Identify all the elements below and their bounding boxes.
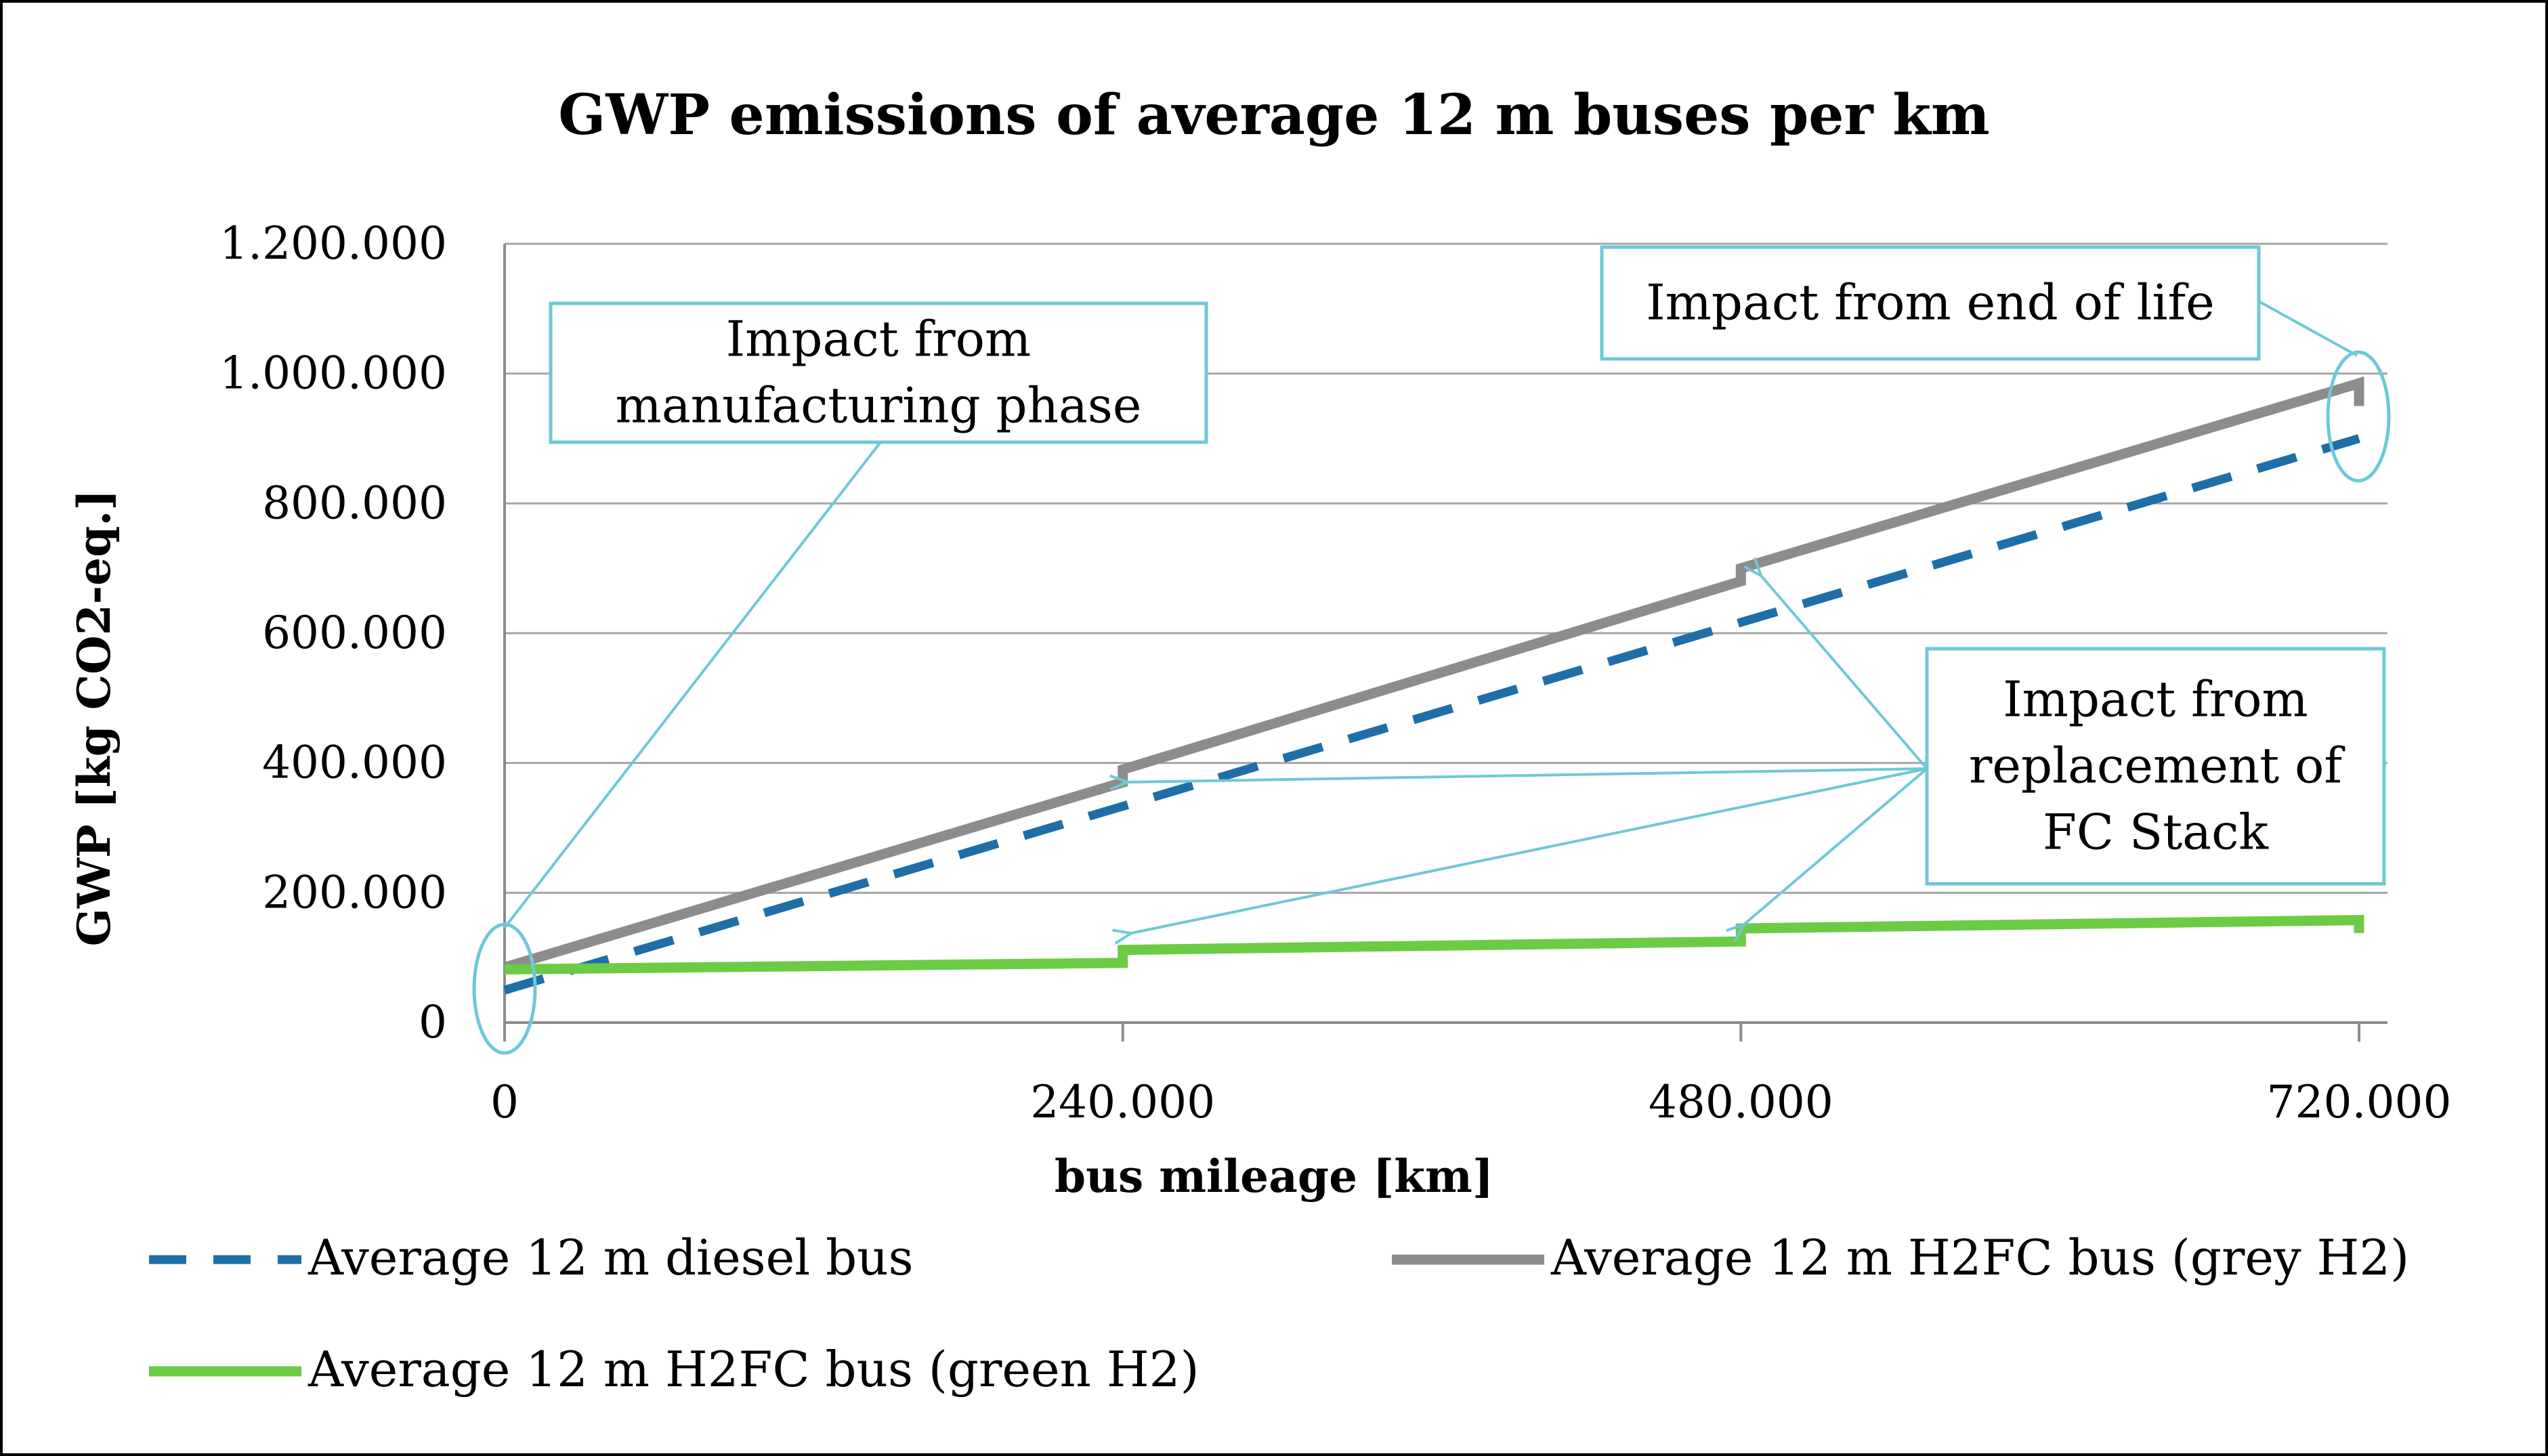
replacement-arrow xyxy=(1744,767,1928,924)
legend-label-1: Average 12 m diesel bus xyxy=(307,1229,914,1286)
x-tick-label: 0 xyxy=(490,1076,519,1128)
manufacturing-box xyxy=(549,301,1208,444)
legend: Average 12 m diesel bus Average 12 m H2FC… xyxy=(149,1229,2409,1398)
y-tick-label: 600.000 xyxy=(262,607,447,659)
series-line-1 xyxy=(503,434,2360,995)
end-of-life-text: Impact from end of life xyxy=(1646,274,2215,331)
replacement-arrow xyxy=(1131,767,1928,933)
manufacturing-ellipse xyxy=(472,922,537,1055)
y-tick-label: 200.000 xyxy=(262,866,447,918)
y-axis-label: GWP [kg CO2-eq.] xyxy=(68,490,121,947)
x-tick-label: 720.000 xyxy=(2267,1076,2452,1128)
tick-labels: 0 200.000 400.000 600.000 800.000 1.000.000 1.… xyxy=(219,217,2451,1128)
end-of-life-connector xyxy=(2258,300,2358,357)
end-of-life-ellipse xyxy=(2326,350,2391,483)
manufacturing-text: Impact from xyxy=(726,311,1032,368)
replacement-arrow xyxy=(1761,576,1928,770)
replacement-arrow xyxy=(1128,767,1928,782)
replacement-box xyxy=(1925,647,2386,886)
y-tick-label: 1.200.000 xyxy=(219,217,447,270)
chart-title: GWP emissions of average 12 m buses per … xyxy=(558,83,1990,148)
y-tick-label: 0 xyxy=(419,996,447,1048)
replacement-text: FC Stack xyxy=(2043,804,2269,861)
y-tick-label: 1.000.000 xyxy=(219,347,447,400)
end-of-life-box xyxy=(1600,245,2261,361)
y-tick-label: 400.000 xyxy=(262,737,447,789)
gridlines xyxy=(503,242,2387,1042)
replacement-text: replacement of xyxy=(1969,737,2345,794)
manufacturing-text: manufacturing phase xyxy=(616,377,1142,434)
manufacturing-connector xyxy=(503,441,882,929)
y-tick-label: 800.000 xyxy=(262,477,447,529)
x-tick-label: 480.000 xyxy=(1649,1076,1833,1128)
replacement-text: Impact from xyxy=(2003,671,2308,728)
legend-label-2: Average 12 m H2FC bus (grey H2) xyxy=(1550,1229,2409,1286)
x-tick-label: 240.000 xyxy=(1030,1076,1215,1128)
x-axis-label: bus mileage [km] xyxy=(1055,1150,1493,1203)
legend-label-3: Average 12 m H2FC bus (green H2) xyxy=(307,1341,1199,1398)
annotations: Impact from manufacturing phase Impact fro… xyxy=(472,245,2391,1055)
